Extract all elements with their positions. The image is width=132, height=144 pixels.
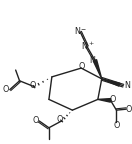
Text: O: O	[56, 115, 63, 124]
Text: N: N	[89, 56, 95, 65]
Text: −: −	[81, 26, 86, 31]
Text: N: N	[74, 27, 80, 36]
Text: O: O	[29, 81, 36, 90]
Polygon shape	[98, 99, 111, 102]
Polygon shape	[102, 79, 120, 86]
Text: N: N	[124, 81, 130, 90]
Text: N: N	[81, 42, 87, 51]
Text: O: O	[32, 116, 38, 125]
Text: O: O	[126, 105, 132, 114]
Text: O: O	[113, 121, 120, 130]
Text: O: O	[109, 95, 116, 104]
Text: +: +	[88, 41, 94, 46]
Text: O: O	[3, 85, 9, 94]
Polygon shape	[93, 60, 102, 79]
Text: O: O	[79, 62, 85, 71]
